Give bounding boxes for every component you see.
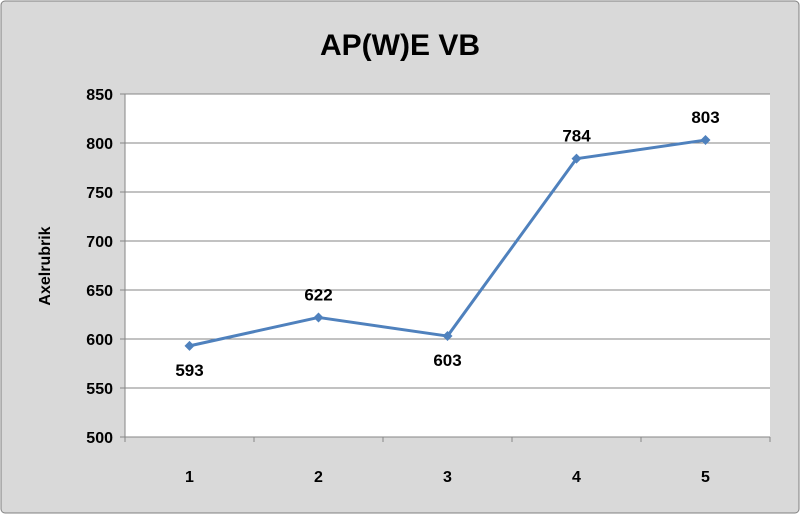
x-tick-label-5: 5 (701, 469, 710, 486)
x-tick-labels: 1 2 3 4 5 (185, 469, 710, 486)
data-label-3: 603 (433, 351, 461, 370)
data-point-3 (442, 331, 453, 342)
data-label-4: 784 (562, 127, 591, 146)
y-tick-label-550: 550 (86, 381, 113, 398)
chart-title: AP(W)E VB (320, 29, 480, 62)
data-point-4 (571, 153, 582, 164)
x-tick-label-1: 1 (185, 469, 194, 486)
y-tick-label-750: 750 (86, 185, 113, 202)
x-tick-label-4: 4 (572, 469, 581, 486)
series-layer (184, 135, 711, 351)
x-tick-label-3: 3 (443, 469, 452, 486)
y-tick-label-500: 500 (86, 430, 113, 447)
y-tick-label-650: 650 (86, 283, 113, 300)
data-point-2 (313, 312, 324, 323)
data-label-2: 622 (304, 285, 332, 304)
plot-area (125, 94, 770, 437)
data-labels: 593 622 603 784 803 (175, 108, 719, 380)
data-point-5 (700, 135, 711, 146)
y-tick-label-700: 700 (86, 234, 113, 251)
y-tick-label-600: 600 (86, 332, 113, 349)
data-label-1: 593 (175, 361, 203, 380)
data-point-1 (184, 340, 195, 351)
data-label-5: 803 (691, 108, 719, 127)
y-tick-label-850: 850 (86, 87, 113, 104)
y-tick-labels: 500 550 600 650 700 750 800 850 (86, 87, 113, 447)
x-tick-label-2: 2 (314, 469, 323, 486)
y-axis-label: Axelrubrik (37, 226, 54, 305)
y-tick-label-800: 800 (86, 136, 113, 153)
axes (120, 93, 771, 442)
